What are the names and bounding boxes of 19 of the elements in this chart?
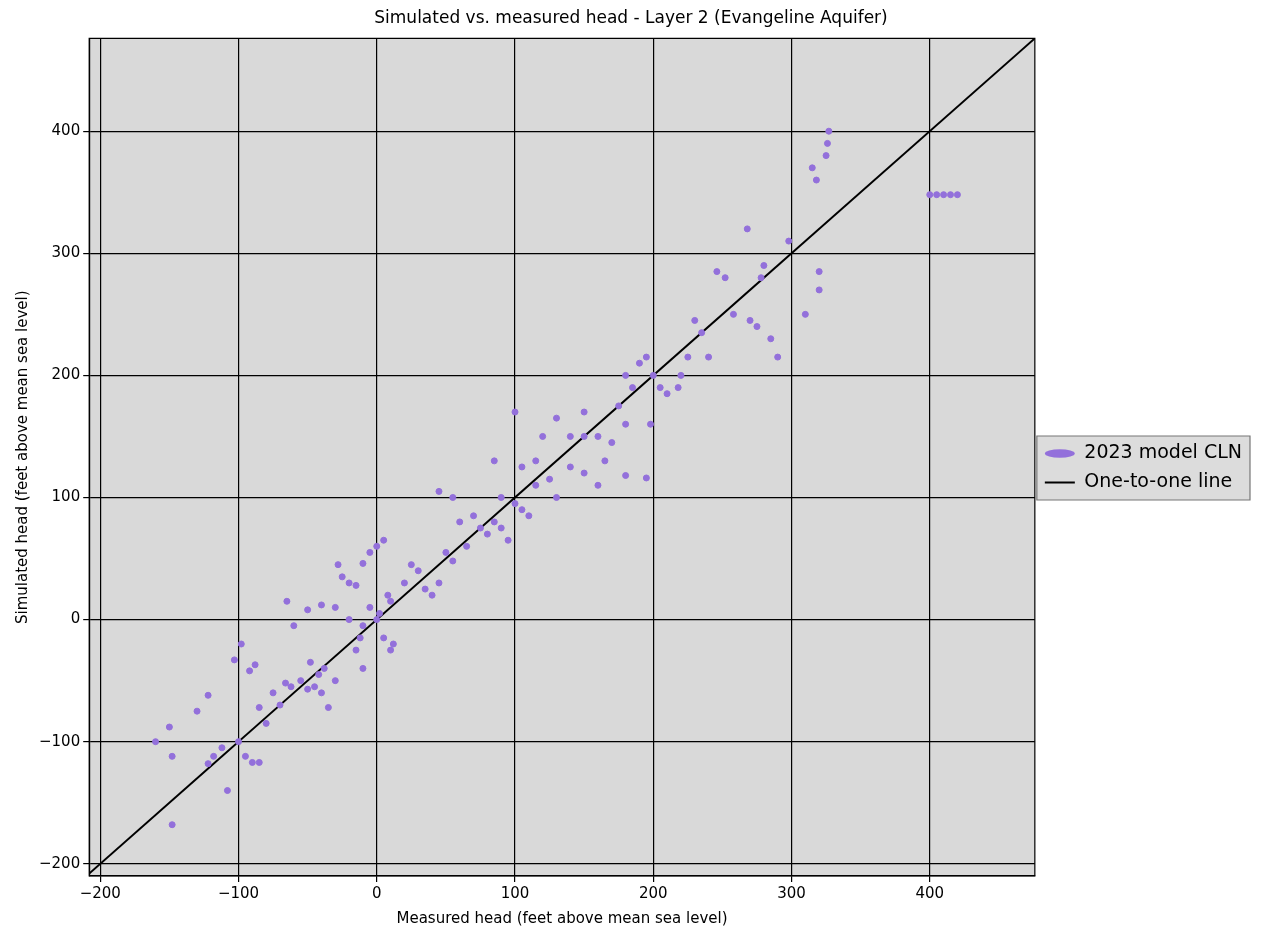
x-tick-label: 100 <box>500 883 530 902</box>
x-tick-label: −200 <box>79 883 121 902</box>
y-tick-label: 100 <box>51 487 81 506</box>
y-axis-title: Simulated head (feet above mean sea level) <box>12 290 31 625</box>
legend-label: One-to-one line <box>1084 469 1233 492</box>
y-tick-label: 0 <box>70 609 81 628</box>
chart-title: Simulated vs. measured head - Layer 2 (Evangeline Aquifer) <box>374 6 888 27</box>
y-tick-label: −100 <box>39 731 81 750</box>
x-tick-label: 0 <box>371 883 382 902</box>
x-axis-title: Measured head (feet above mean sea level) <box>396 908 728 927</box>
x-tick-label: 400 <box>915 883 945 902</box>
x-tick-label: −100 <box>217 883 260 902</box>
y-tick-label: 200 <box>51 365 81 384</box>
x-tick-label: 300 <box>777 883 806 902</box>
x-tick-label: 200 <box>638 883 668 902</box>
legend-label: 2023 model CLN <box>1084 440 1243 463</box>
y-tick-label: 400 <box>51 121 81 140</box>
y-tick-label: −200 <box>39 853 81 872</box>
y-tick-label: 300 <box>51 243 81 262</box>
